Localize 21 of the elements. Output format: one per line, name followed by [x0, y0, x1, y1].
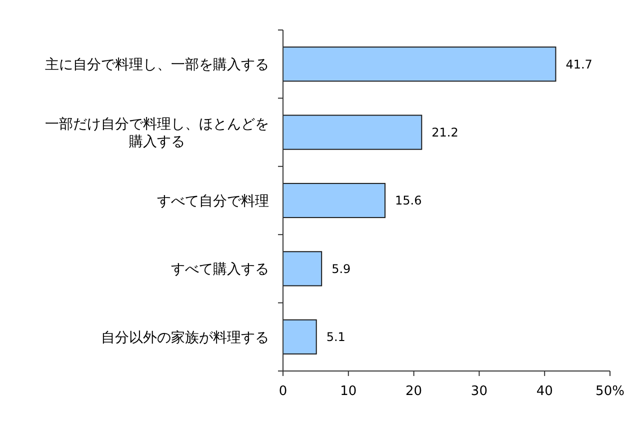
bar [282, 182, 386, 218]
data-label: 41.7 [566, 57, 592, 72]
x-tick-label: 10 [340, 384, 357, 399]
x-tick-label: 30 [470, 384, 488, 399]
data-label: 21.2 [432, 126, 458, 140]
y-tick-label: すべて購入する [171, 262, 269, 278]
bar [282, 319, 317, 354]
x-tick-label: 40 [536, 384, 553, 399]
bar [282, 46, 556, 82]
x-tick-label: 50% [596, 384, 624, 399]
data-label: 15.6 [395, 194, 422, 208]
y-tick-label: 主に自分で料理し、一部を購入する [45, 57, 269, 73]
x-tick-label: 20 [406, 384, 422, 399]
y-tick-label: 一部だけ自分で料理し、ほとんどを購入する [45, 116, 269, 150]
data-label: 5.9 [332, 262, 351, 276]
y-tick-label: すべて自分で料理 [157, 193, 269, 210]
bar [282, 114, 422, 150]
bar [282, 251, 322, 286]
x-tick-label: 0 [278, 384, 288, 399]
data-label: 5.1 [326, 330, 346, 344]
y-tick-label: 自分以外の家族が料理する [101, 330, 269, 346]
